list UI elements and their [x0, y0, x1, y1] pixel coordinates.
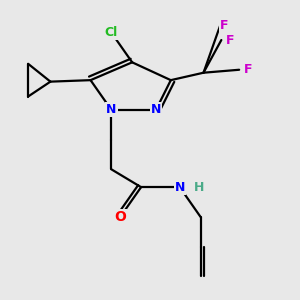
Text: Cl: Cl	[105, 26, 118, 39]
Text: N: N	[175, 181, 185, 194]
Text: H: H	[194, 181, 204, 194]
Text: O: O	[114, 210, 126, 224]
Text: F: F	[220, 19, 229, 32]
Text: F: F	[244, 63, 252, 76]
Text: F: F	[226, 34, 235, 46]
Text: N: N	[151, 103, 161, 116]
Text: N: N	[106, 103, 116, 116]
